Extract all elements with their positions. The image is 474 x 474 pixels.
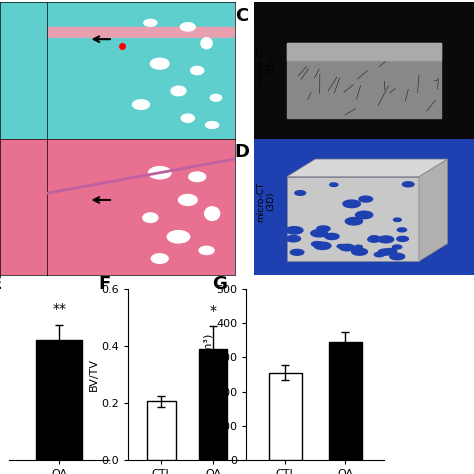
Ellipse shape: [295, 191, 306, 195]
Ellipse shape: [340, 244, 355, 251]
Ellipse shape: [178, 194, 197, 205]
Ellipse shape: [206, 122, 219, 128]
Text: **: **: [52, 302, 66, 316]
Ellipse shape: [290, 249, 304, 255]
Ellipse shape: [378, 249, 392, 255]
Bar: [328, 342, 362, 460]
Ellipse shape: [144, 19, 157, 26]
Ellipse shape: [402, 182, 414, 187]
Y-axis label: BMD (mg/cm³): BMD (mg/cm³): [203, 334, 214, 415]
Polygon shape: [419, 159, 447, 261]
Bar: [147, 401, 176, 460]
Y-axis label: BV/TV: BV/TV: [89, 358, 99, 391]
Text: F: F: [99, 275, 110, 293]
Bar: [269, 373, 302, 460]
Ellipse shape: [167, 231, 190, 243]
Ellipse shape: [199, 246, 214, 255]
Ellipse shape: [355, 245, 362, 248]
Ellipse shape: [189, 172, 206, 182]
Ellipse shape: [191, 66, 204, 74]
Text: D: D: [235, 143, 250, 161]
Ellipse shape: [356, 211, 373, 219]
Text: *: *: [210, 303, 217, 318]
Ellipse shape: [286, 236, 301, 242]
Ellipse shape: [286, 227, 303, 234]
Ellipse shape: [317, 226, 330, 232]
Text: G: G: [212, 275, 227, 293]
Ellipse shape: [143, 213, 158, 222]
Ellipse shape: [392, 245, 401, 249]
Ellipse shape: [150, 58, 169, 69]
Ellipse shape: [311, 229, 328, 237]
Ellipse shape: [393, 218, 401, 221]
Bar: [36, 340, 82, 460]
Ellipse shape: [314, 242, 331, 249]
FancyBboxPatch shape: [287, 43, 441, 60]
Ellipse shape: [311, 242, 323, 246]
Ellipse shape: [374, 253, 384, 257]
Ellipse shape: [151, 254, 168, 264]
Text: micro-CT
(3D): micro-CT (3D): [256, 181, 275, 221]
Polygon shape: [287, 159, 447, 177]
Ellipse shape: [378, 236, 394, 243]
Ellipse shape: [397, 228, 407, 232]
Text: C: C: [235, 7, 248, 25]
Ellipse shape: [181, 114, 194, 122]
Ellipse shape: [171, 86, 186, 96]
Ellipse shape: [133, 100, 149, 109]
Ellipse shape: [201, 38, 212, 49]
Ellipse shape: [210, 94, 221, 101]
Ellipse shape: [369, 236, 379, 240]
Bar: [199, 349, 227, 460]
Text: E: E: [0, 275, 2, 293]
Text: micro-CT
(2D): micro-CT (2D): [256, 45, 275, 85]
FancyBboxPatch shape: [287, 43, 441, 118]
Ellipse shape: [397, 237, 409, 241]
Ellipse shape: [359, 196, 373, 202]
Ellipse shape: [325, 233, 339, 239]
Ellipse shape: [345, 218, 363, 225]
Ellipse shape: [352, 248, 367, 255]
Polygon shape: [287, 177, 419, 261]
Ellipse shape: [337, 245, 346, 248]
Ellipse shape: [383, 248, 397, 255]
Ellipse shape: [368, 237, 381, 242]
Ellipse shape: [343, 200, 360, 208]
Ellipse shape: [205, 207, 219, 220]
Ellipse shape: [390, 253, 405, 260]
Ellipse shape: [180, 23, 195, 31]
Ellipse shape: [330, 183, 338, 186]
Ellipse shape: [148, 166, 171, 179]
